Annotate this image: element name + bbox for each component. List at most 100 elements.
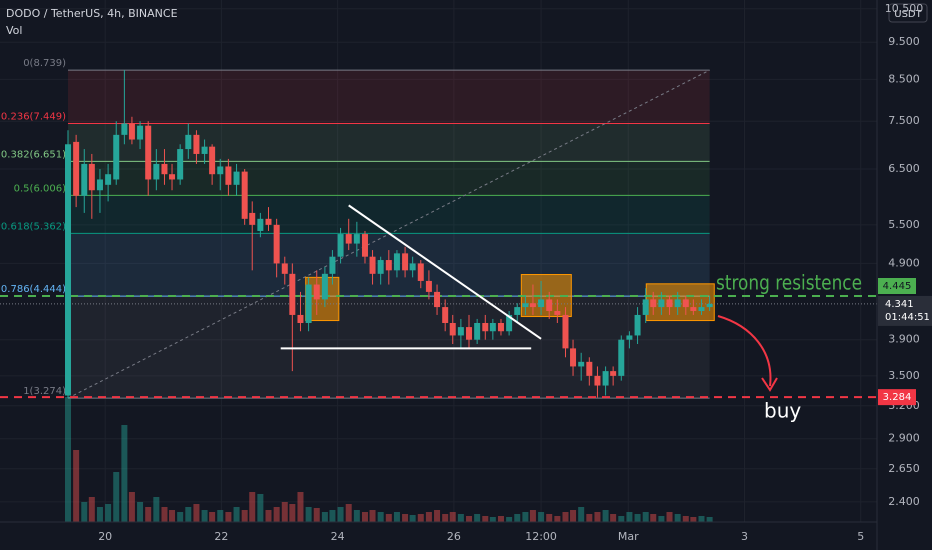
y-tick-label: 9.500	[888, 35, 920, 48]
volume-bar	[666, 512, 673, 522]
volume-bar	[594, 512, 601, 522]
currency-button[interactable]	[888, 3, 928, 23]
y-tick-label: 2.650	[888, 462, 920, 475]
volume-bar	[345, 504, 352, 522]
trend-line	[348, 204, 542, 340]
candle-body	[161, 163, 168, 175]
fib-label: 0.5(6.006)	[14, 183, 66, 194]
candle-body	[482, 322, 489, 332]
candle-body	[666, 299, 673, 308]
candle-body	[658, 299, 665, 308]
volume-bar	[377, 512, 384, 522]
y-tick-label: 3.900	[888, 333, 920, 346]
volume-bar	[217, 510, 224, 522]
candle-body	[417, 263, 424, 281]
fib-band	[67, 70, 710, 124]
volume-bar	[474, 514, 481, 522]
fib-band	[67, 195, 710, 234]
candle-body	[466, 327, 473, 340]
volume-bar	[177, 512, 184, 522]
candle-body	[634, 314, 641, 336]
volume-label: Vol	[6, 24, 22, 37]
volume-bar	[305, 507, 312, 522]
candle-body	[610, 371, 617, 376]
volume-bar	[626, 512, 633, 522]
volume-bar	[457, 514, 464, 522]
fib-label: 1(3.274)	[23, 386, 66, 397]
candle-body	[402, 253, 409, 271]
volume-bar	[64, 397, 71, 522]
volume-bar	[233, 507, 240, 522]
volume-bar	[201, 510, 208, 522]
candle-body	[377, 260, 384, 274]
candle-body	[457, 327, 464, 336]
volume-bar	[145, 507, 152, 522]
candle-body	[690, 307, 697, 311]
volume-bar	[554, 516, 561, 522]
volume-bar	[385, 514, 392, 522]
x-tick-label: 24	[331, 530, 345, 543]
x-tick-label: 22	[214, 530, 228, 543]
candle-body	[650, 299, 657, 308]
candle-body	[361, 234, 368, 257]
candle-body	[297, 314, 304, 323]
fib-label: 0.236(7.449)	[1, 111, 66, 122]
volume-bar	[497, 516, 504, 522]
volume-bar	[658, 516, 665, 522]
candle-body	[626, 335, 633, 340]
candle-body	[506, 314, 513, 332]
volume-bar	[96, 507, 103, 522]
candle-body	[177, 149, 184, 180]
fib-label: 0.786(4.444)	[1, 284, 66, 295]
y-tick-label: 3.500	[888, 369, 920, 382]
front-layer	[0, 70, 877, 399]
volume-bar	[529, 510, 536, 522]
candle-body	[353, 234, 360, 244]
candle-body	[434, 291, 441, 308]
y-tick-label: 2.900	[888, 432, 920, 445]
candle-body	[145, 125, 152, 180]
y-tick-label: 4.900	[888, 256, 920, 269]
volume-bar	[618, 516, 625, 522]
volume-bar	[257, 494, 264, 522]
y-tick-label: 7.500	[888, 114, 920, 127]
candle-body	[289, 273, 296, 315]
price-label-box	[878, 277, 916, 294]
volume-bar	[674, 514, 681, 522]
candle-body	[153, 163, 160, 180]
volume-bar	[570, 510, 577, 522]
candle-body	[449, 322, 456, 336]
candle-body	[546, 299, 553, 311]
candle-body	[201, 146, 208, 154]
volume-bar	[634, 514, 641, 522]
y-tick-label: 5.500	[888, 218, 920, 231]
price-label: 4.445	[883, 281, 912, 292]
volume-bar	[610, 514, 617, 522]
volume-bar	[153, 497, 160, 522]
candle-body	[169, 174, 176, 180]
volume-bar	[161, 507, 168, 522]
volume-bar	[73, 450, 80, 522]
volume-bar	[425, 512, 432, 522]
volume-bar	[225, 512, 232, 522]
candle-body	[321, 273, 328, 300]
annotation: buy	[764, 399, 801, 423]
currency[interactable]: USDT	[894, 9, 922, 20]
x-tick-label: 12:00	[525, 530, 557, 543]
volume-bar	[578, 507, 585, 522]
volume-bar	[538, 512, 545, 522]
volume-bar	[321, 512, 328, 522]
volume-bar	[369, 510, 376, 522]
candle-body	[474, 322, 481, 340]
volume-bar	[602, 510, 609, 522]
volume-bar	[650, 514, 657, 522]
volume-bar	[337, 507, 344, 522]
candle-body	[522, 303, 529, 308]
volume-bar	[313, 508, 320, 522]
candle-body	[554, 310, 561, 315]
volume-bar	[402, 514, 409, 522]
volume-bar	[449, 512, 456, 522]
candle-body	[393, 253, 400, 271]
annotation: strong resistence	[716, 271, 862, 295]
